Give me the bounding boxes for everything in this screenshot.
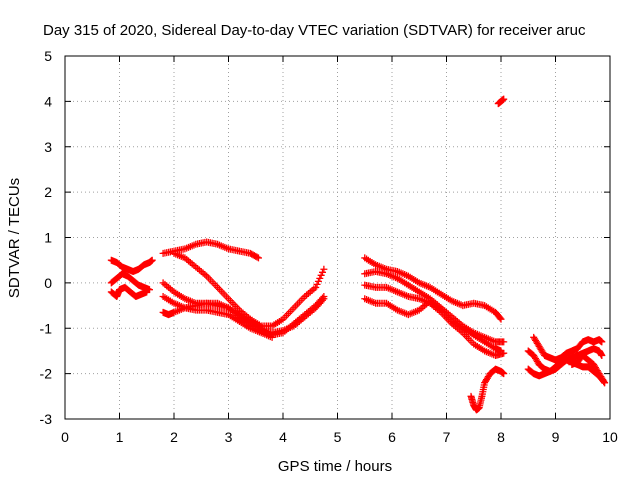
- x-tick-label: 4: [279, 429, 287, 445]
- x-tick-label: 7: [443, 429, 451, 445]
- data-point: [497, 347, 505, 355]
- y-tick-label: 4: [44, 93, 52, 109]
- series-s4: [159, 238, 262, 262]
- y-tick-label: -3: [40, 411, 53, 427]
- x-tick-label: 10: [602, 429, 618, 445]
- series-s8: [159, 292, 276, 341]
- data-point: [598, 338, 606, 346]
- series-s7: [159, 279, 328, 339]
- series-s3: [107, 283, 151, 300]
- x-tick-label: 0: [61, 429, 69, 445]
- data-point: [601, 379, 609, 387]
- y-axis-label: SDTVAR / TECUs: [6, 178, 23, 298]
- series-s18: [568, 351, 609, 387]
- data-point: [496, 314, 504, 322]
- y-tick-label: 5: [44, 48, 52, 64]
- x-tick-label: 8: [497, 429, 505, 445]
- y-tick-label: -1: [40, 320, 53, 336]
- y-tick-label: 0: [44, 275, 52, 291]
- data-point: [312, 283, 320, 291]
- data-point: [320, 265, 328, 273]
- data-point: [500, 370, 508, 378]
- data-point: [317, 271, 325, 279]
- grid-layer: [65, 56, 610, 419]
- ticks-layer: 0 1 2 3 4 5 6 7 8 9 10 -3 -2 -1 0 1 2 3 4 5: [40, 48, 618, 445]
- x-tick-label: 3: [225, 429, 233, 445]
- x-tick-label: 5: [334, 429, 342, 445]
- x-tick-label: 1: [116, 429, 124, 445]
- data-point: [598, 351, 606, 359]
- x-tick-label: 2: [170, 429, 178, 445]
- x-axis-label: GPS time / hours: [278, 458, 392, 475]
- data-point: [319, 268, 327, 276]
- data-point: [148, 256, 156, 264]
- series-s14: [494, 95, 508, 108]
- x-tick-label: 6: [388, 429, 396, 445]
- data-point: [268, 333, 276, 341]
- data-point: [316, 274, 324, 282]
- series-s13: [467, 365, 508, 414]
- series-s1: [107, 256, 156, 276]
- data-point: [320, 292, 328, 300]
- series-s9: [361, 254, 505, 323]
- data-point: [497, 315, 505, 323]
- data-point: [319, 294, 327, 302]
- x-tick-label: 9: [552, 429, 560, 445]
- data-point: [313, 280, 321, 288]
- data-point: [143, 288, 151, 296]
- series-s2: [107, 270, 153, 294]
- y-tick-label: 2: [44, 184, 52, 200]
- data-point: [500, 95, 508, 103]
- y-tick-label: 3: [44, 139, 52, 155]
- data-point: [500, 338, 508, 346]
- marks-layer: [107, 95, 609, 414]
- data-point: [253, 253, 261, 261]
- series-s17: [530, 333, 606, 364]
- series-s11: [361, 281, 508, 359]
- data-point: [314, 277, 322, 285]
- y-tick-label: -2: [40, 366, 53, 382]
- series-s12: [361, 295, 505, 355]
- data-point: [600, 377, 608, 385]
- y-tick-label: 1: [44, 230, 52, 246]
- data-point: [254, 254, 262, 262]
- chart-title: Day 315 of 2020, Sidereal Day-to-day VTE…: [43, 22, 586, 39]
